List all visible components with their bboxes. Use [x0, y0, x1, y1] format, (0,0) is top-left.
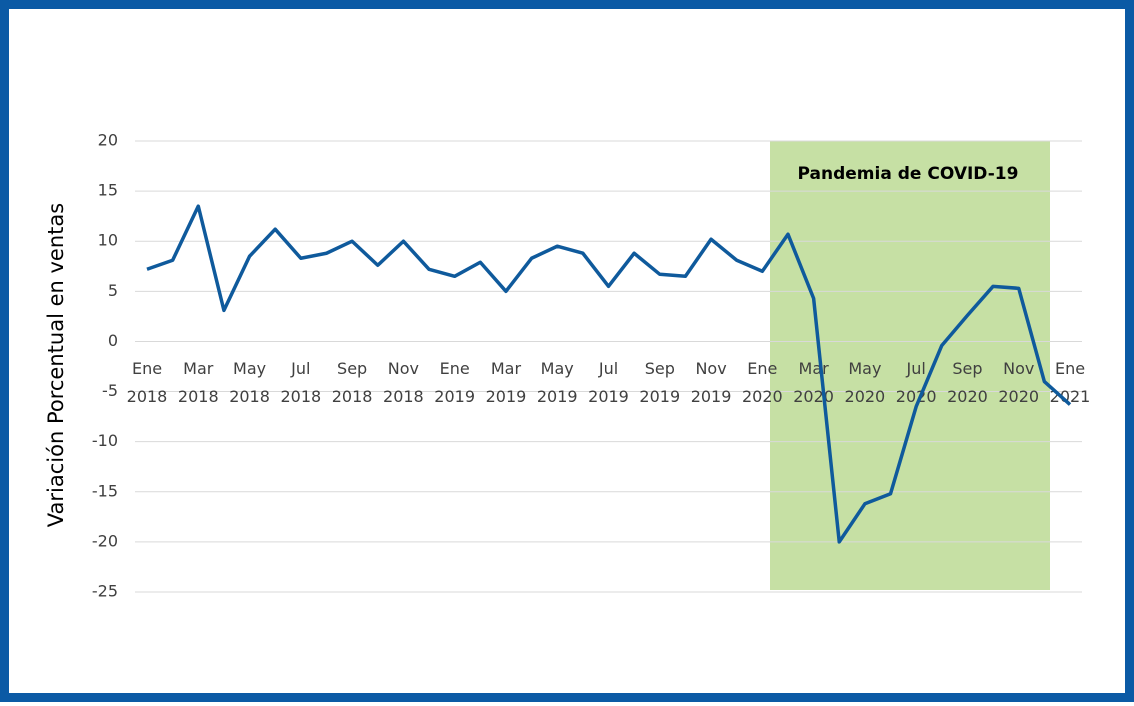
- series-line: [146, 204, 1072, 544]
- x-tick-label: May 2020: [845, 359, 886, 406]
- x-tick-label: Jul 2018: [280, 359, 321, 406]
- x-tick-label: Ene 2019: [434, 359, 475, 406]
- y-tick-label: -20: [92, 531, 118, 550]
- y-tick-label: -15: [92, 481, 118, 500]
- annotation: Pandemia de COVID-19: [798, 164, 1019, 184]
- highlight-region: [770, 141, 1050, 590]
- x-tick-label: Ene 2021: [1050, 359, 1091, 406]
- y-tick-label: 15: [98, 181, 118, 200]
- x-tick-label: Mar 2019: [486, 359, 527, 406]
- x-tick-label: Nov 2019: [691, 359, 732, 406]
- x-tick-label: Mar 2018: [178, 359, 219, 406]
- x-tick-label: Sep 2020: [947, 359, 988, 406]
- y-tick-label: 0: [108, 331, 118, 350]
- x-tick-label: Ene 2020: [742, 359, 783, 406]
- x-tick-label: May 2018: [229, 359, 270, 406]
- x-tick-label: May 2019: [537, 359, 578, 406]
- y-tick-label: -25: [92, 582, 118, 601]
- y-tick-label: 10: [98, 231, 118, 250]
- x-tick-label: Sep 2018: [332, 359, 373, 406]
- x-tick-label: Jul 2019: [588, 359, 629, 406]
- x-tick-label: Ene 2018: [127, 359, 168, 406]
- y-tick-label: -5: [102, 381, 118, 400]
- x-tick-label: Nov 2020: [998, 359, 1039, 406]
- y-tick-label: -10: [92, 431, 118, 450]
- y-axis-label: Variación Porcentual en ventas: [44, 203, 68, 527]
- plot: Pandemia de COVID-19 -25 -20 -15 -10 -5 0 5 10 15…: [92, 131, 1091, 601]
- y-tick-label: 5: [108, 281, 118, 300]
- y-tick-label: 20: [98, 131, 118, 150]
- x-tick-label: Jul 2020: [896, 359, 937, 406]
- x-tick-label: Nov 2018: [383, 359, 424, 406]
- x-tick-label: Sep 2019: [639, 359, 680, 406]
